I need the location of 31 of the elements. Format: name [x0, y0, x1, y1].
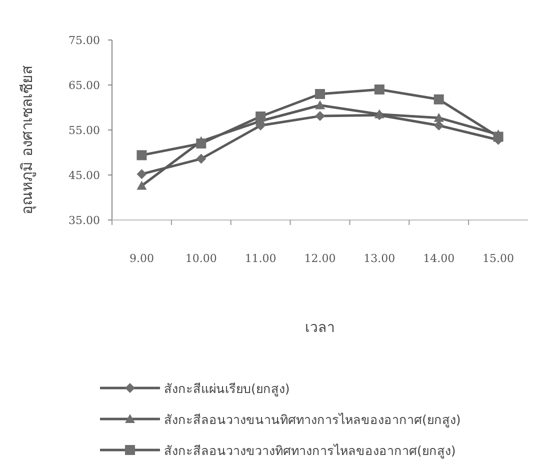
point	[315, 100, 325, 110]
point	[196, 138, 206, 148]
y-tick-label: 45.00	[68, 169, 100, 182]
point	[256, 112, 266, 122]
legend-label: สังกะสีลอนวางขวางทิศทางการไหลของอากาศ(ยกสูง)	[164, 443, 456, 459]
x-tick-label: 12.00	[304, 252, 336, 265]
y-tick-label: 55.00	[68, 124, 100, 137]
x-tick-label: 13.00	[364, 252, 396, 265]
point	[374, 84, 384, 94]
point	[315, 111, 325, 122]
y-axis-title: อุณหภูมิ องศาเซลเซียส	[18, 66, 37, 214]
point	[434, 120, 444, 130]
point	[434, 94, 444, 104]
point	[136, 169, 147, 180]
point	[493, 132, 504, 142]
y-tick-label: 75.00	[68, 34, 100, 47]
point	[196, 154, 206, 164]
point	[434, 112, 444, 122]
point	[136, 150, 147, 160]
legend-label: สังกะสีแผ่นเรียบ(ยกสูง)	[164, 381, 290, 397]
x-tick-label: 11.00	[244, 252, 276, 265]
y-tick-label: 65.00	[68, 79, 100, 92]
x-tick-label: 14.00	[423, 252, 455, 265]
y-tick-label: 35.00	[68, 214, 100, 227]
legend-label: สังกะสีลอนวางขนานทิศทางการไหลของอากาศ(ยกสูง)	[164, 412, 461, 428]
point	[315, 89, 325, 99]
x-tick-label: 10.00	[185, 252, 217, 265]
x-tick-label: 15.00	[482, 252, 514, 265]
x-axis-title: เวลา	[305, 320, 335, 336]
x-tick-label: 9.00	[129, 252, 154, 265]
point	[136, 180, 147, 190]
